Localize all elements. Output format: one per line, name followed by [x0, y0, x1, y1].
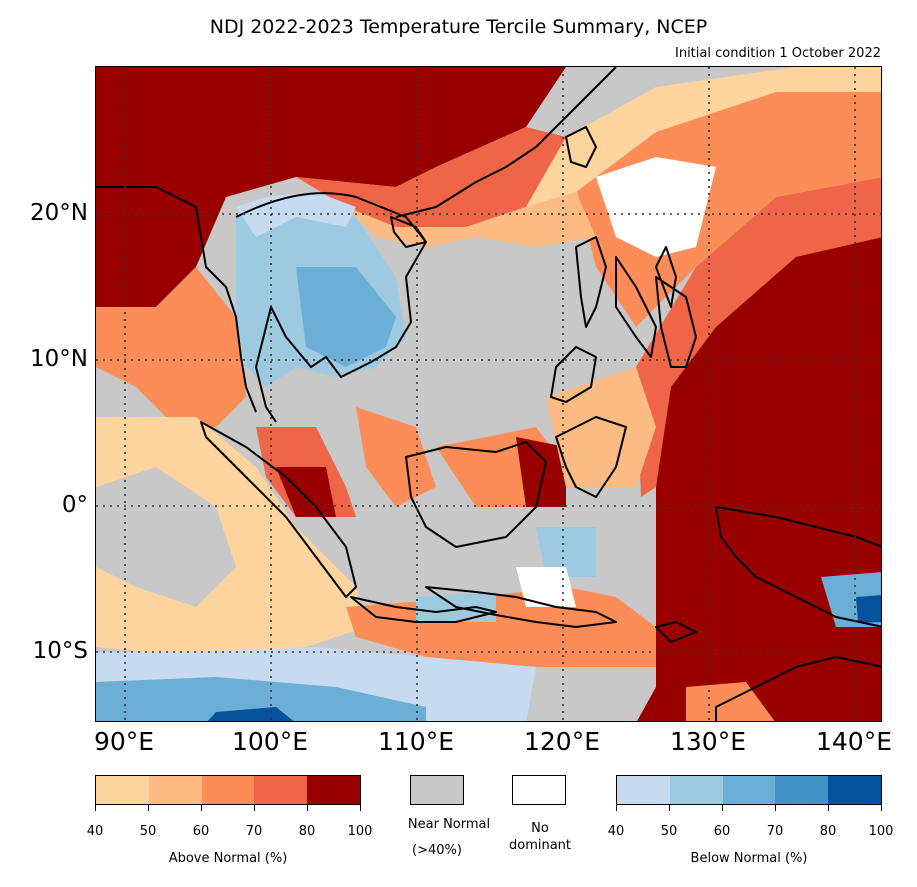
above-swatch-80 [307, 776, 360, 804]
above-tick-40: 40 [86, 824, 104, 839]
above-60-north [576, 87, 881, 327]
above-tick-60: 60 [192, 824, 210, 839]
below-normal-colorbar [616, 775, 882, 805]
no-dominant-swatch [512, 775, 566, 805]
above-80-sumatra [276, 467, 336, 517]
above-70-pacific [636, 177, 881, 497]
near-normal-swatch [410, 775, 464, 805]
map-subtitle: Initial condition 1 October 2022 [675, 46, 881, 61]
above-swatch-70 [254, 776, 308, 804]
above-normal-colorbar [95, 775, 361, 805]
above-50-sulawesi [546, 367, 656, 487]
above-tick-80: 80 [298, 824, 316, 839]
lon-label-140e: 140°E [815, 727, 893, 756]
above-60-andaman [96, 267, 246, 427]
below-swatch-70 [775, 776, 829, 804]
near-normal-south [526, 667, 636, 721]
no-dominant-banda [516, 567, 576, 607]
above-swatch-50 [148, 776, 202, 804]
below-tick-80: 80 [819, 824, 837, 839]
map-title: NDJ 2022-2023 Temperature Tercile Summar… [209, 16, 708, 38]
above-80-borneo [516, 437, 566, 507]
below-tick-50: 50 [660, 824, 678, 839]
above-normal-label: Above Normal (%) [168, 851, 288, 866]
near-normal-label: Near Normal [407, 817, 491, 832]
coastlines [96, 67, 881, 721]
lon-label-90e: 90°E [93, 727, 155, 756]
tercile-map [95, 66, 882, 722]
above-60-malaysia [356, 407, 436, 507]
lat-label-0: 0° [61, 492, 88, 518]
lon-label-110e: 110°E [377, 727, 455, 756]
above-70-china [296, 127, 566, 227]
above-50-south-china [346, 192, 596, 247]
lat-label-10n: 10°N [30, 346, 88, 372]
above-80-himalaya [96, 67, 566, 307]
below-80-south [207, 707, 294, 721]
near-normal-sublabel: (>40%) [412, 843, 462, 858]
below-tick-40: 40 [607, 824, 625, 839]
lat-label-10s: 10°S [32, 638, 88, 664]
gridlines [96, 67, 881, 721]
map-canvas [96, 67, 881, 721]
below-swatch-60 [722, 776, 776, 804]
below-60-south [96, 677, 426, 721]
above-tick-50: 50 [139, 824, 157, 839]
near-normal-indian [96, 467, 236, 607]
below-tick-60: 60 [713, 824, 731, 839]
no-dominant-label: No [531, 821, 549, 836]
lon-label-130e: 130°E [669, 727, 747, 756]
lon-label-120e: 120°E [523, 727, 601, 756]
no-dominant-sublabel: dominant [508, 838, 572, 853]
below-swatch-50 [669, 776, 723, 804]
above-60-australia [686, 682, 775, 721]
below-tick-70: 70 [766, 824, 784, 839]
below-50-banda [536, 527, 596, 577]
below-tick-100: 100 [868, 824, 894, 839]
lat-label-20n: 20°N [30, 200, 88, 226]
above-swatch-60 [201, 776, 255, 804]
below-normal-label: Below Normal (%) [690, 851, 808, 866]
below-60-thailand [296, 267, 396, 367]
lon-label-100e: 100°E [231, 727, 309, 756]
above-tick-100: 100 [347, 824, 373, 839]
below-swatch-40 [617, 776, 670, 804]
above-tick-70: 70 [245, 824, 263, 839]
below-swatch-80 [828, 776, 881, 804]
below-80-newguinea [856, 595, 881, 623]
no-dominant-north [596, 157, 716, 257]
above-swatch-40 [96, 776, 149, 804]
above-40-north [526, 67, 881, 207]
